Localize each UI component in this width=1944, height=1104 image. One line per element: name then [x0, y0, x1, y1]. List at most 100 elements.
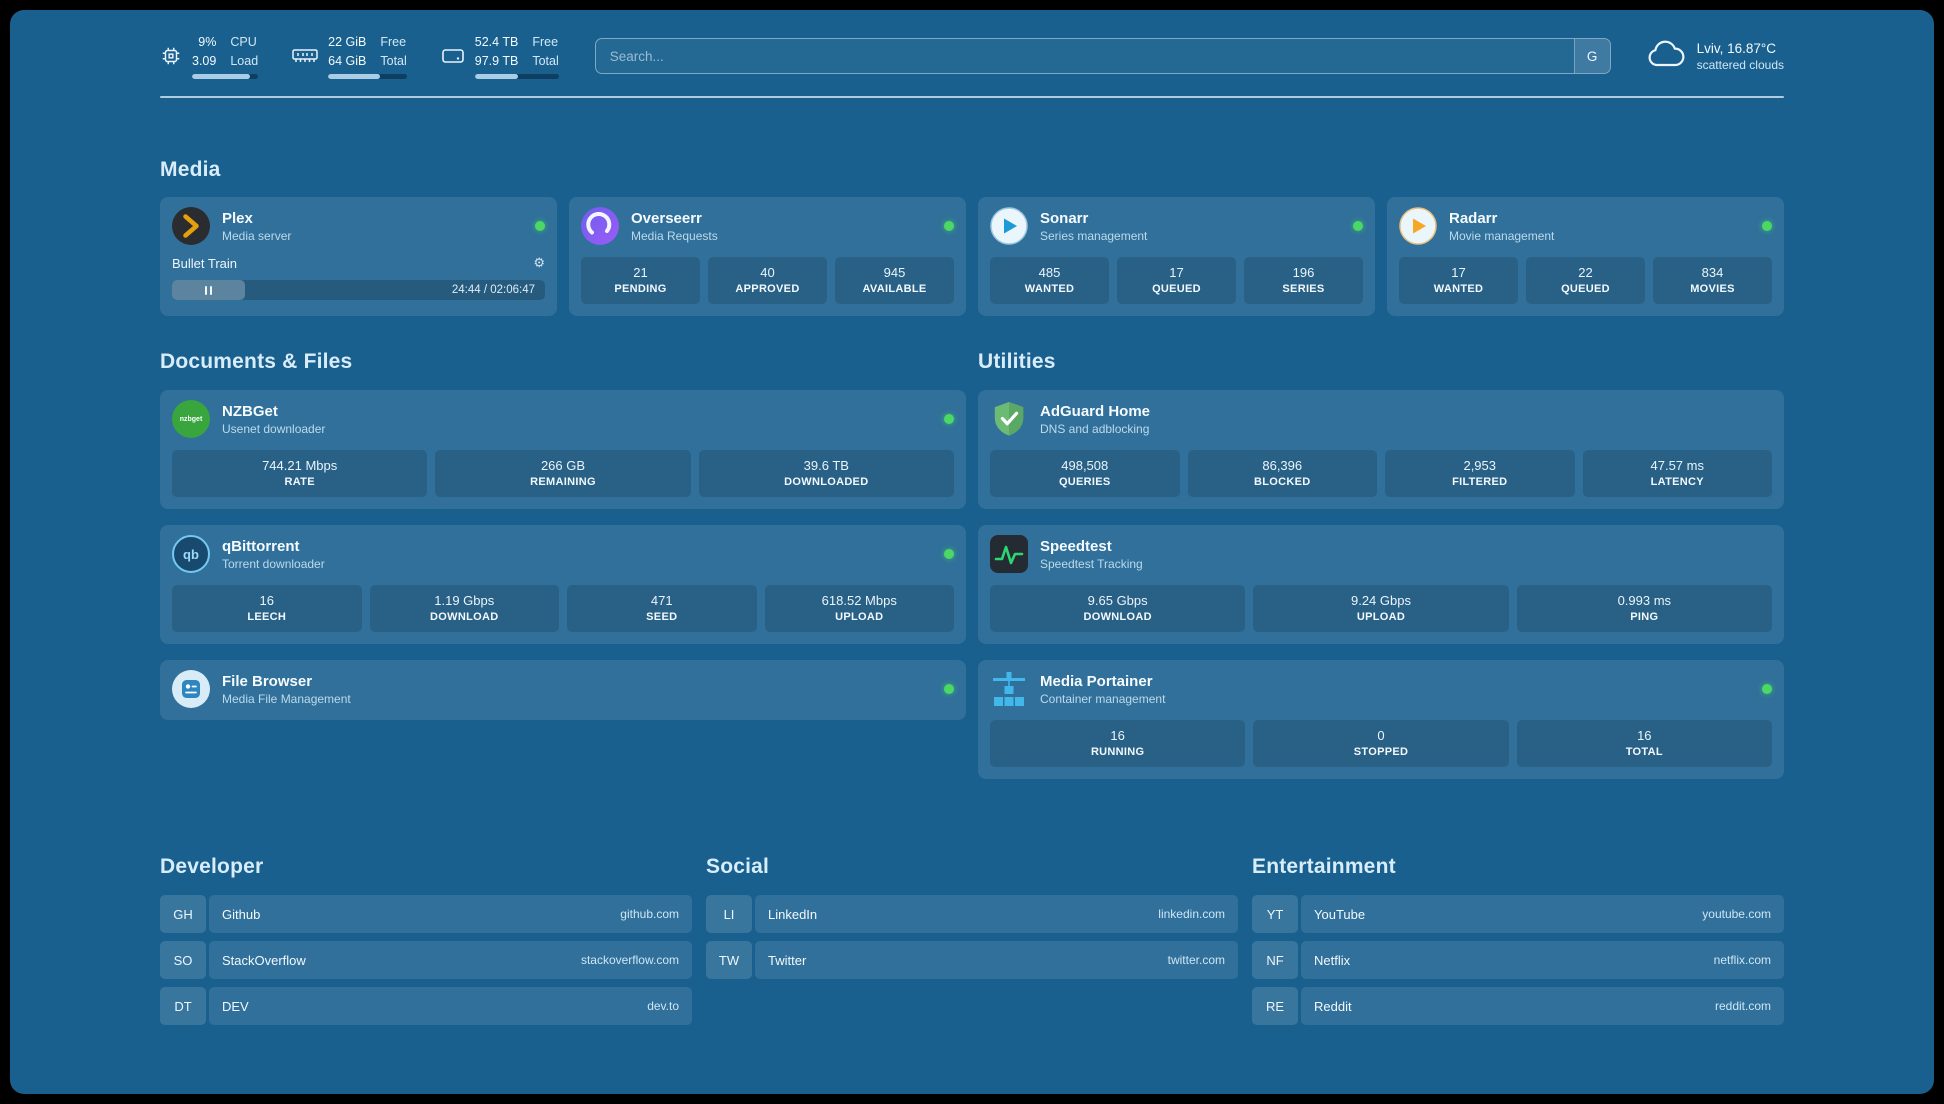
social-bookmarks: Social LI LinkedIn linkedin.com TW Twitt…: [706, 855, 1238, 1033]
search-engine-button[interactable]: G: [1573, 39, 1610, 73]
search-bar: G: [594, 38, 1611, 74]
portainer-titles: Media Portainer Container management: [1040, 673, 1165, 706]
search-input[interactable]: [595, 39, 1574, 73]
bookmark-url: linkedin.com: [1158, 907, 1225, 921]
cpu-progress-bar: [192, 74, 259, 80]
stat-tile: 9.24 Gbps UPLOAD: [1253, 585, 1509, 632]
status-online-dot: [535, 221, 545, 231]
bookmark-abbr: TW: [706, 941, 752, 979]
cpu-chip-icon: [160, 45, 182, 67]
bookmark-twitter[interactable]: TW Twitter twitter.com: [706, 941, 1238, 979]
bookmark-url: youtube.com: [1702, 907, 1771, 921]
app-subtitle: Usenet downloader: [222, 421, 326, 436]
ram-free-value: 22 GiB: [328, 34, 367, 49]
portainer-card[interactable]: Media Portainer Container management 16 …: [978, 660, 1784, 779]
stat-tile: 2,953 FILTERED: [1385, 450, 1575, 497]
cloud-icon: [1647, 40, 1685, 73]
app-subtitle: Movie management: [1449, 228, 1555, 243]
bookmark-youtube[interactable]: YT YouTube youtube.com: [1252, 895, 1784, 933]
bookmark-abbr: RE: [1252, 987, 1298, 1025]
middle-sections: Documents & Files nzbget NZBGet Usenet d…: [160, 350, 1784, 795]
plex-titles: Plex Media server: [222, 210, 291, 243]
cpu-load-label: Load: [230, 53, 259, 68]
sonarr-card[interactable]: Sonarr Series management 485 WANTED 17 Q…: [978, 197, 1375, 316]
nzbget-card[interactable]: nzbget NZBGet Usenet downloader 744.21 M…: [160, 390, 966, 509]
status-online-dot: [1353, 221, 1363, 231]
cpu-load-value: 3.09: [192, 53, 217, 68]
disk-progress-bar: [474, 74, 559, 80]
disk-free-value: 52.4 TB: [474, 34, 519, 49]
app-name: File Browser: [222, 672, 313, 690]
ram-monitor: 22 GiB 64 GiB Free Total: [292, 33, 407, 80]
app-name: Speedtest: [1040, 537, 1112, 555]
adguard-card[interactable]: AdGuard Home DNS and adblocking 498,508 …: [978, 390, 1784, 509]
stat-tile: 266 GB REMAINING: [435, 450, 691, 497]
bookmark-dev[interactable]: DT DEV dev.to: [160, 987, 692, 1025]
cpu-monitor-body: 9% 3.09 CPU Load: [192, 33, 259, 80]
ram-free-label: Free: [380, 34, 407, 49]
ram-progress-bar: [328, 74, 407, 80]
adguard-shield-icon: [990, 400, 1028, 438]
overseerr-card[interactable]: Overseerr Media Requests 21 PENDING 40 A…: [569, 197, 966, 316]
qbittorrent-card[interactable]: qb qBittorrent Torrent downloader 16 LEE…: [160, 525, 966, 644]
bookmark-abbr: LI: [706, 895, 752, 933]
bookmark-netflix[interactable]: NF Netflix netflix.com: [1252, 941, 1784, 979]
stat-tile: 498,508 QUERIES: [990, 450, 1180, 497]
filebrowser-card[interactable]: File Browser Media File Management: [160, 660, 966, 720]
app-subtitle: Speedtest Tracking: [1040, 556, 1143, 571]
section-heading-utilities: Utilities: [978, 350, 1056, 373]
bookmark-github[interactable]: GH Github github.com: [160, 895, 692, 933]
status-online-dot: [1762, 684, 1772, 694]
gear-icon[interactable]: ⚙: [533, 255, 545, 270]
stat-tile: 1.19 Gbps DOWNLOAD: [369, 585, 559, 632]
bookmark-name: Reddit: [1314, 998, 1352, 1014]
section-heading-entertainment: Entertainment: [1252, 855, 1396, 878]
stat-tile: 47.57 ms LATENCY: [1582, 450, 1772, 497]
disk-monitor-body: 52.4 TB 97.9 TB Free Total: [474, 33, 559, 80]
stat-tile: 0.993 ms PING: [1516, 585, 1772, 632]
disk-monitor: 52.4 TB 97.9 TB Free Total: [441, 33, 559, 80]
stat-tile: 9.65 Gbps DOWNLOAD: [990, 585, 1246, 632]
stat-tile: 744.21 Mbps RATE: [172, 450, 428, 497]
stat-tile: 16 RUNNING: [990, 720, 1246, 767]
stat-tile: 485 WANTED: [990, 257, 1109, 304]
app-name: Overseerr: [631, 209, 702, 227]
speedtest-card[interactable]: Speedtest Speedtest Tracking 9.65 Gbps D…: [978, 525, 1784, 644]
sonarr-titles: Sonarr Series management: [1040, 210, 1147, 243]
app-subtitle: Media File Management: [222, 691, 351, 706]
bookmark-linkedin[interactable]: LI LinkedIn linkedin.com: [706, 895, 1238, 933]
documents-column: Documents & Files nzbget NZBGet Usenet d…: [160, 350, 966, 795]
player-time: 24:44 / 02:06:47: [451, 284, 535, 296]
disk-progress-fill: [474, 74, 519, 80]
ram-total-label: Total: [380, 53, 407, 68]
plex-player-bar[interactable]: 24:44 / 02:06:47: [172, 280, 545, 300]
stat-tile: 618.52 Mbps UPLOAD: [764, 585, 954, 632]
weather-widget[interactable]: Lviv, 16.87°C scattered clouds: [1647, 40, 1784, 73]
stat-tile: 86,396 BLOCKED: [1187, 450, 1377, 497]
disk-icon: [441, 47, 465, 65]
bookmark-abbr: SO: [160, 941, 206, 979]
bookmark-abbr: DT: [160, 987, 206, 1025]
app-name: Media Portainer: [1040, 672, 1153, 690]
bookmark-name: Github: [222, 906, 261, 922]
dashboard-page: 9% 3.09 CPU Load: [10, 10, 1934, 1094]
app-name: Radarr: [1449, 209, 1498, 227]
radarr-titles: Radarr Movie management: [1449, 210, 1554, 243]
speedtest-titles: Speedtest Speedtest Tracking: [1040, 538, 1143, 571]
status-online-dot: [944, 221, 954, 231]
app-subtitle: Media server: [222, 228, 292, 243]
radarr-card[interactable]: Radarr Movie management 17 WANTED 22 QUE…: [1387, 197, 1784, 316]
disk-free-label: Free: [532, 34, 559, 49]
status-online-dot: [944, 684, 954, 694]
pause-icon[interactable]: [204, 285, 213, 295]
plex-card[interactable]: Plex Media server Bullet Train ⚙ 24:44 /…: [160, 197, 557, 316]
nzbget-icon: nzbget: [172, 400, 210, 438]
filebrowser-icon: [172, 670, 210, 708]
bookmark-abbr: GH: [160, 895, 206, 933]
bookmark-reddit[interactable]: RE Reddit reddit.com: [1252, 987, 1784, 1025]
app-name: AdGuard Home: [1040, 402, 1151, 420]
bookmark-abbr: YT: [1252, 895, 1298, 933]
bookmark-stackoverflow[interactable]: SO StackOverflow stackoverflow.com: [160, 941, 692, 979]
app-subtitle: Torrent downloader: [222, 556, 325, 571]
overseerr-titles: Overseerr Media Requests: [631, 210, 718, 243]
